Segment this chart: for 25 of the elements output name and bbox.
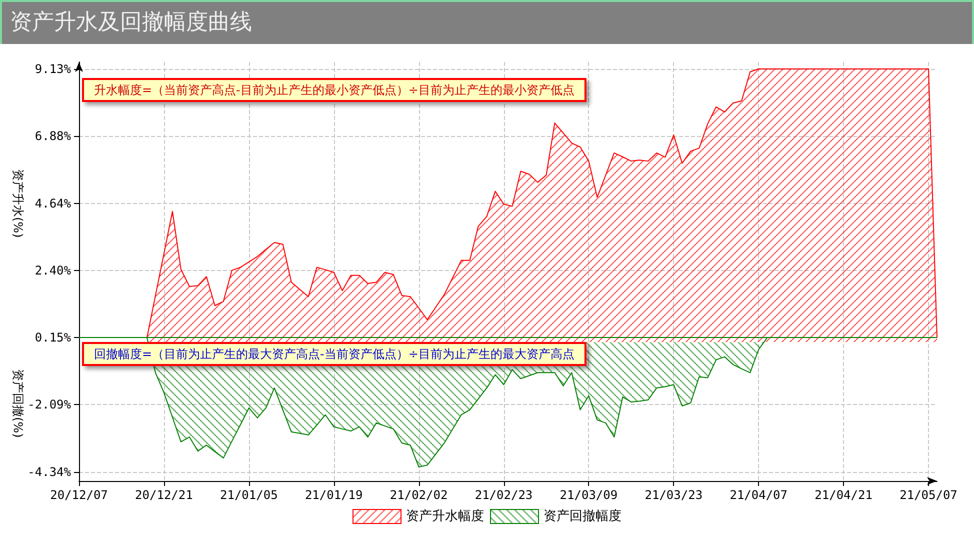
- x-tick-label: 21/02/23: [474, 488, 533, 502]
- y-tick-label: 4.64%: [34, 196, 72, 210]
- y-tick-label: 2.40%: [34, 263, 72, 278]
- y-tick-label: -2.09%: [28, 398, 72, 412]
- x-tick-label: 21/04/21: [814, 488, 872, 502]
- x-tick-label: 21/01/05: [220, 488, 278, 502]
- x-tick-label: 21/01/19: [304, 488, 363, 502]
- x-tick-label: 21/03/23: [644, 488, 703, 502]
- legend-label: 资产升水幅度: [406, 508, 484, 524]
- annotation: 回撤幅度=（目前为止产生的最大资产高点-当前资产低点）÷目前为止产生的最大资产高点: [94, 347, 574, 361]
- x-tick-label: 20/12/07: [50, 488, 108, 502]
- annotation: 升水幅度=（当前资产高点-目前为止产生的最小资产低点）÷目前为止产生的最小资产低点: [94, 83, 574, 97]
- x-tick-label: 21/02/02: [390, 488, 448, 502]
- y-tick-label: 9.13%: [34, 62, 72, 76]
- x-tick-label: 20/12/21: [135, 488, 193, 502]
- text: 资产回撤(%): [11, 369, 25, 438]
- x-tick-label: 21/05/07: [900, 488, 958, 502]
- chart-title: 资产升水及回撤幅度曲线: [2, 2, 972, 44]
- y-tick-label: 0.15%: [34, 330, 72, 345]
- y-tick-label: -4.34%: [28, 465, 72, 480]
- legend-label: 资产回撤幅度: [544, 508, 622, 524]
- x-tick-label: 21/03/09: [560, 488, 618, 502]
- x-tick-label: 21/04/07: [730, 488, 788, 502]
- y-tick-label: 6.88%: [34, 129, 72, 144]
- y-axis-title: 资产升水(%): [11, 169, 25, 238]
